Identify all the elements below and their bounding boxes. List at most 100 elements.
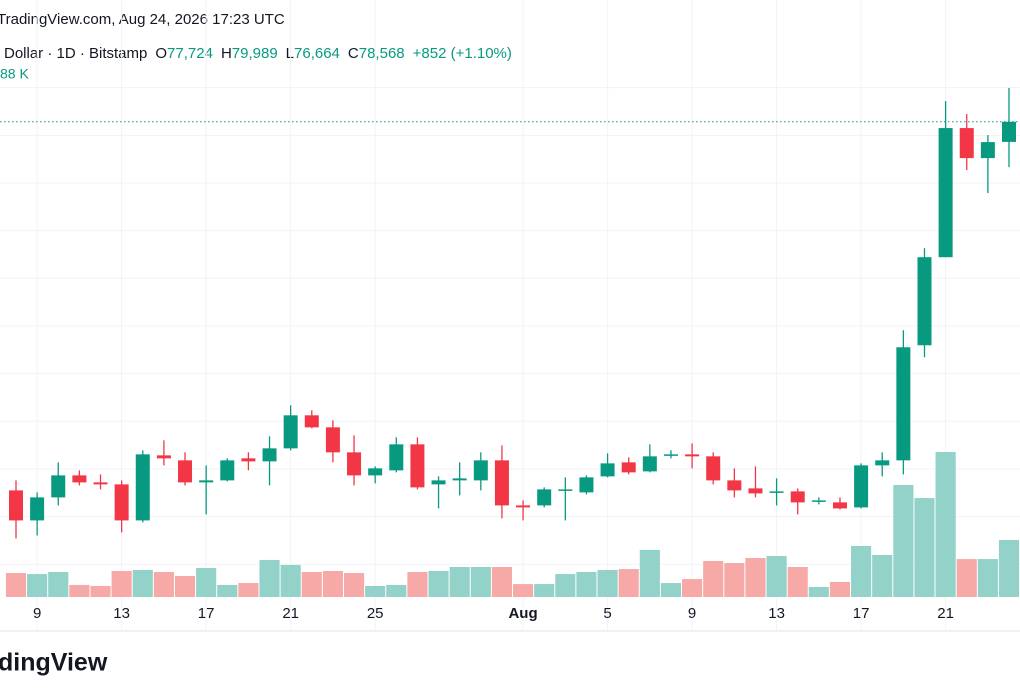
candle-body bbox=[431, 480, 446, 485]
x-tick-label: 9 bbox=[688, 605, 696, 622]
candle-body bbox=[642, 456, 657, 472]
legend-key: L bbox=[286, 45, 294, 62]
x-tick-label: 21 bbox=[937, 605, 954, 622]
volume-bar bbox=[174, 575, 196, 597]
candle-body bbox=[368, 468, 383, 476]
volume-bar bbox=[998, 539, 1020, 597]
volume-bar bbox=[470, 567, 491, 597]
candle-body bbox=[706, 456, 721, 481]
volume-bar bbox=[724, 563, 745, 597]
volume-bar bbox=[238, 583, 259, 597]
x-tick-label: 13 bbox=[768, 605, 785, 622]
volume-label: 88 K bbox=[0, 66, 29, 82]
candle-body bbox=[72, 475, 87, 483]
volume-bar bbox=[196, 568, 217, 597]
volume-bar bbox=[5, 573, 27, 597]
candle-body bbox=[262, 448, 277, 462]
volume-bar bbox=[322, 570, 343, 597]
candle-body bbox=[769, 491, 784, 493]
legend-symbol: Dollar · 1D · Bitstamp bbox=[4, 45, 147, 62]
volume-bar bbox=[48, 572, 69, 597]
volume-bar bbox=[703, 560, 724, 597]
volume-bar bbox=[69, 584, 90, 597]
candle-body bbox=[748, 488, 763, 494]
candle-body bbox=[896, 347, 911, 461]
candle-body bbox=[875, 460, 890, 466]
volume-pane bbox=[5, 452, 1020, 597]
candle-body bbox=[621, 462, 636, 473]
candle-body bbox=[854, 465, 869, 508]
candle-body bbox=[685, 454, 700, 457]
volume-bar bbox=[386, 584, 407, 597]
volume-bar bbox=[935, 452, 956, 597]
volume-bar bbox=[977, 559, 998, 597]
volume-bar bbox=[914, 498, 935, 597]
legend-change: +852 (+1.10%) bbox=[413, 45, 512, 62]
volume-bar bbox=[639, 549, 660, 597]
candle-body bbox=[156, 455, 171, 459]
x-tick-label: 21 bbox=[282, 605, 299, 622]
candle-body bbox=[811, 500, 826, 502]
volume-bar bbox=[893, 484, 914, 597]
legend: Dollar · 1D · Bitstamp O77,724 H79,989 L76,… bbox=[4, 45, 512, 62]
candle-body bbox=[473, 460, 488, 481]
volume-bar bbox=[27, 574, 48, 597]
candle-body bbox=[832, 502, 847, 509]
volume-bar bbox=[153, 572, 174, 597]
volume-bar bbox=[365, 585, 386, 597]
legend-key: C bbox=[348, 45, 359, 62]
x-tick-label: 25 bbox=[367, 605, 384, 622]
candle-body bbox=[600, 463, 615, 477]
x-tick-label: 17 bbox=[198, 605, 215, 622]
candle-body bbox=[241, 458, 256, 462]
candle-body bbox=[135, 454, 150, 521]
volume-bar bbox=[660, 583, 682, 597]
candle-body bbox=[30, 497, 45, 521]
volume-bar bbox=[132, 569, 153, 597]
volume-bar bbox=[829, 582, 851, 597]
x-tick-label: 9 bbox=[33, 605, 41, 622]
volume-bar bbox=[787, 567, 808, 597]
volume-bar bbox=[301, 572, 322, 597]
volume-bar bbox=[555, 574, 576, 597]
chart-title: TradingView.com, Aug 24, 2026 17:23 UTC bbox=[0, 11, 285, 28]
candle-body bbox=[917, 257, 932, 346]
candle-body bbox=[410, 444, 425, 488]
volume-bar bbox=[766, 555, 787, 597]
logo: dingView bbox=[0, 649, 108, 677]
volume-bar bbox=[428, 570, 449, 597]
candle-body bbox=[558, 489, 573, 491]
candle-body bbox=[178, 460, 193, 483]
candle-body bbox=[1002, 121, 1016, 142]
candle-body bbox=[494, 460, 509, 506]
volume-bar bbox=[534, 584, 555, 597]
volume-bar bbox=[449, 567, 470, 597]
candle-body bbox=[283, 415, 298, 449]
volume-bar bbox=[217, 584, 238, 597]
volume-bar bbox=[851, 545, 872, 597]
volume-bar bbox=[491, 567, 512, 597]
candle-body bbox=[9, 490, 23, 521]
x-tick-label: 5 bbox=[603, 605, 611, 622]
legend-value: 78,568 bbox=[359, 45, 405, 62]
candle-body bbox=[663, 454, 678, 456]
legend-key: H bbox=[221, 45, 232, 62]
candle-body bbox=[790, 491, 805, 503]
volume-bar bbox=[407, 572, 428, 597]
volume-bar bbox=[259, 559, 280, 597]
candle-body bbox=[347, 452, 362, 476]
price-pane bbox=[0, 87, 1020, 539]
candle-body bbox=[579, 477, 594, 493]
candle-body bbox=[727, 480, 742, 491]
x-axis: 9 13 17 21 25 Aug 5 9 13 17 21 bbox=[33, 605, 954, 622]
x-tick-label: 13 bbox=[113, 605, 130, 622]
candle-body bbox=[389, 444, 404, 471]
volume-bar bbox=[280, 564, 301, 597]
legend-value: 76,664 bbox=[294, 45, 340, 62]
candle-body bbox=[199, 480, 214, 483]
candle-body bbox=[959, 128, 974, 159]
candle-body bbox=[114, 484, 129, 521]
volume-bar bbox=[745, 558, 766, 597]
